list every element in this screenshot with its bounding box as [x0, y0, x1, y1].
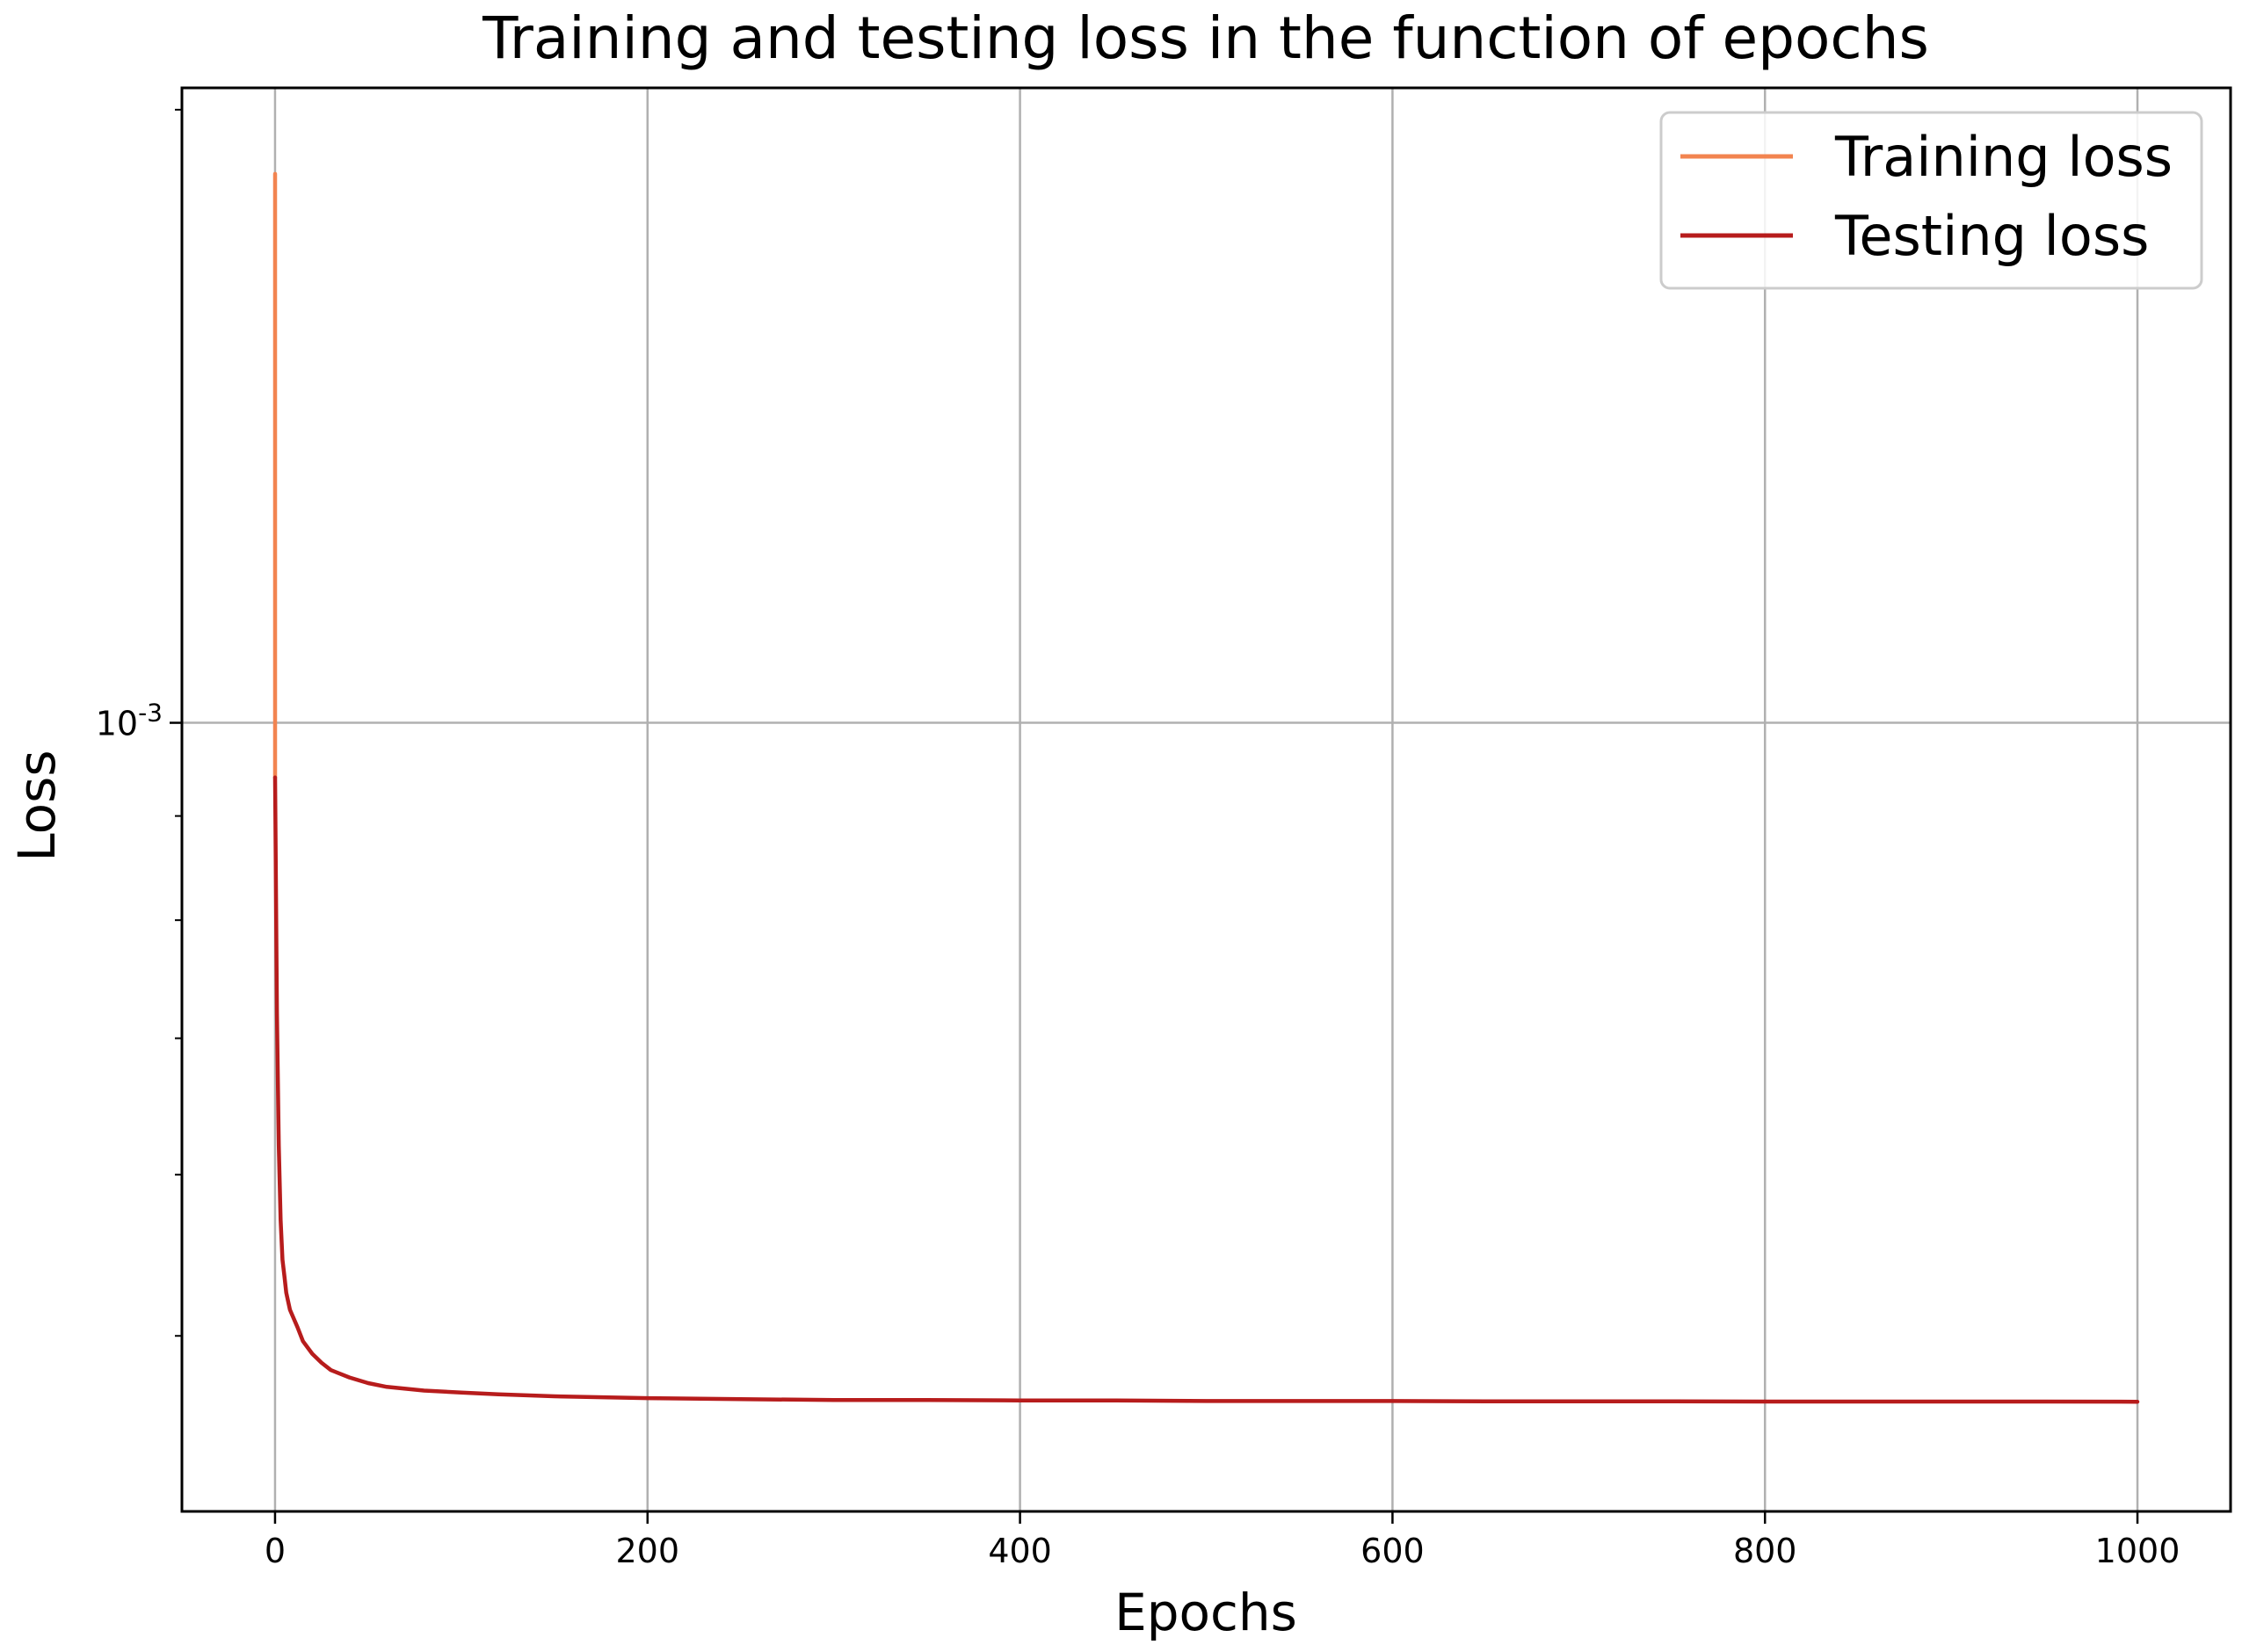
grid — [182, 88, 2231, 1511]
x-tick-label: 400 — [988, 1532, 1052, 1570]
chart-title: Training and testing loss in the functio… — [482, 4, 1929, 72]
x-tick-label: 800 — [1733, 1532, 1797, 1570]
y-axis-label: Loss — [7, 750, 67, 861]
y-axis-ticks: 10-3 — [96, 108, 182, 1337]
plot-frame — [180, 86, 2232, 1513]
series-lines — [272, 171, 2140, 1404]
legend-label-training-loss: Training loss — [1834, 125, 2173, 189]
x-tick-label: 200 — [616, 1532, 680, 1570]
y-tick-label-base: 10 — [96, 705, 138, 743]
x-tick-label: 0 — [265, 1532, 286, 1570]
y-tick-label: 10-3 — [96, 699, 163, 743]
x-tick-label: 600 — [1360, 1532, 1425, 1570]
legend: Training loss Testing loss — [1659, 111, 2203, 290]
x-axis-ticks: 0 200 400 600 800 1000 — [265, 1511, 2180, 1570]
x-tick-label: 1000 — [2095, 1532, 2180, 1570]
legend-label-testing-loss: Testing loss — [1834, 204, 2149, 268]
legend-box — [1659, 111, 2203, 290]
y-tick-label-exponent: -3 — [138, 699, 163, 728]
series-line-testing-loss — [272, 775, 2140, 1404]
x-axis-label: Epochs — [1114, 1583, 1297, 1642]
